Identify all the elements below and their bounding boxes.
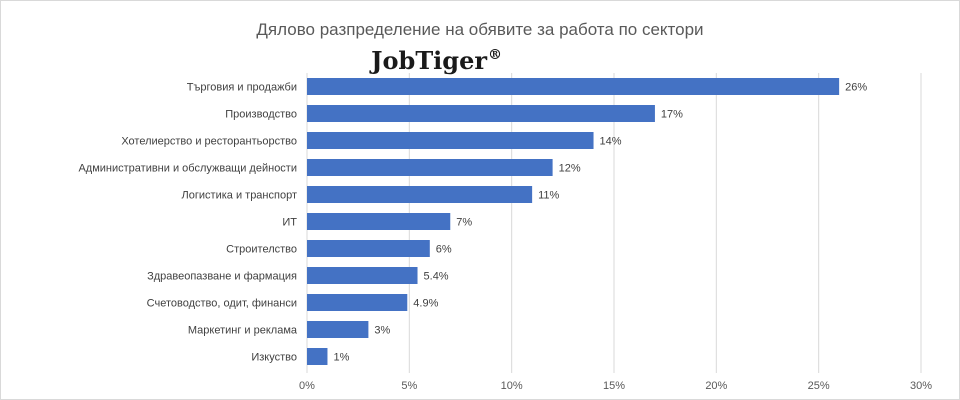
category-label: Строителство	[226, 244, 297, 256]
value-label: 12%	[559, 163, 581, 175]
value-label: 14%	[600, 136, 622, 148]
x-tick-label: 20%	[705, 380, 727, 392]
value-labels: 26% 17% 14% 12% 11% 7% 6% 5.4% 4.9% 3% 1%	[333, 82, 867, 364]
bar	[307, 294, 408, 311]
bar	[307, 78, 840, 95]
value-label: 17%	[661, 109, 683, 121]
value-label: 6%	[436, 244, 452, 256]
value-label: 4.9%	[413, 298, 438, 310]
bar	[307, 240, 430, 257]
bars	[307, 78, 840, 365]
x-axis-ticks: 0% 5% 10% 15% 20% 25% 30%	[299, 380, 932, 392]
bar	[307, 321, 369, 338]
bar	[307, 159, 553, 176]
category-label: ИТ	[282, 217, 297, 229]
bar	[307, 267, 418, 284]
logo-text: JobTiger	[369, 46, 487, 75]
bar	[307, 348, 328, 365]
category-label: Счетоводство, одит, финанси	[147, 298, 297, 310]
value-label: 11%	[538, 190, 559, 202]
value-label: 5.4%	[424, 271, 449, 283]
value-label: 3%	[374, 325, 390, 337]
bar	[307, 105, 655, 122]
jobtiger-logo: JobTiger ®	[369, 46, 502, 75]
gridlines	[306, 73, 922, 373]
value-label: 26%	[845, 82, 867, 94]
category-label: Здравеопазване и фармация	[147, 271, 297, 283]
category-label: Маркетинг и реклама	[188, 325, 298, 337]
x-tick-label: 10%	[501, 380, 523, 392]
category-label: Търговия и продажби	[187, 82, 297, 94]
category-label: Административни и обслужващи дейности	[78, 163, 297, 175]
chart-title: Дялово разпределение на обявите за работ…	[256, 20, 703, 39]
bar	[307, 132, 594, 149]
category-labels: Търговия и продажби Производство Хотелиерс…	[78, 82, 297, 364]
x-tick-label: 5%	[401, 380, 417, 392]
x-tick-label: 25%	[808, 380, 830, 392]
category-label: Хотелиерство и ресторантьорство	[121, 136, 297, 148]
x-tick-label: 0%	[299, 380, 315, 392]
x-tick-label: 15%	[603, 380, 625, 392]
bar	[307, 186, 533, 203]
category-label: Производство	[225, 109, 297, 121]
bar	[307, 213, 451, 230]
category-label: Изкуство	[251, 352, 297, 364]
x-tick-label: 30%	[910, 380, 932, 392]
logo-registered-mark: ®	[488, 47, 502, 63]
category-label: Логистика и транспорт	[182, 190, 297, 202]
value-label: 7%	[456, 217, 472, 229]
value-label: 1%	[333, 352, 349, 364]
